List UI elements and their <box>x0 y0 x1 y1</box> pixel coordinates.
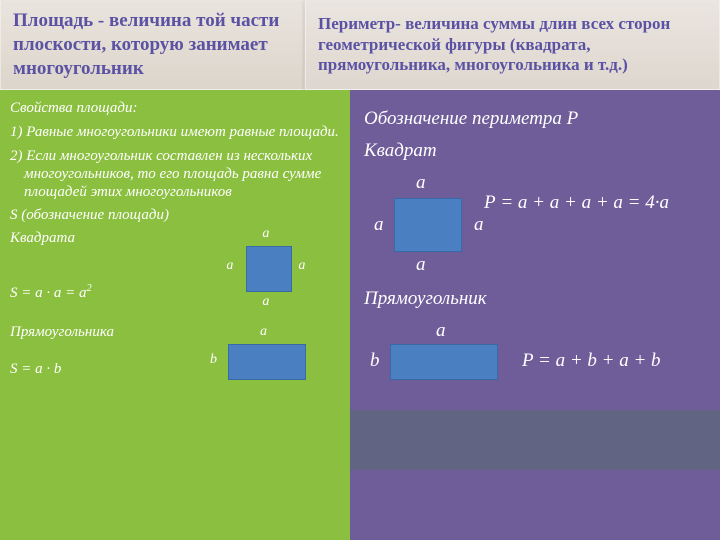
area-notation: S (обозначение площади) <box>10 207 340 224</box>
perimeter-notation: Обозначение периметра Р <box>364 108 708 130</box>
area-square-formula-text: S = a · a = a <box>10 285 87 301</box>
area-prop-2: 2) Если многоугольник составлен из неско… <box>10 147 340 201</box>
area-rect-formula: S = a · b <box>10 361 180 378</box>
p-rect-formula: P = a + b + a + b <box>522 350 661 372</box>
area-square-diagram: а а а а <box>194 224 340 314</box>
square-side-left: а <box>226 258 233 274</box>
area-props-heading: Свойства площади: <box>10 100 340 117</box>
area-square-row: Квадрата S = a · a = a2 а а а а <box>10 230 340 314</box>
p-square-formula: Р = а + а + а + а = 4·а <box>484 192 669 214</box>
p-square-shape <box>394 198 462 252</box>
perimeter-panel: Обозначение периметра Р Квадрат а а а Р … <box>350 90 720 540</box>
area-panel: Свойства площади: 1) Равные многоугольни… <box>0 90 350 540</box>
slide-root: Площадь - величина той части плоскости, … <box>0 0 720 540</box>
square-side-bottom: а <box>262 294 269 310</box>
header-area: Площадь - величина той части плоскости, … <box>0 0 305 90</box>
p-square-side-top: а <box>416 172 426 194</box>
rect-side-top: а <box>260 324 267 340</box>
header-perimeter: Периметр- величина суммы длин всех сторо… <box>305 0 720 90</box>
perimeter-rect-label: Прямоугольник <box>364 288 708 310</box>
area-rect-label: Прямоугольника <box>10 324 180 341</box>
area-prop-1: 1) Равные многоугольники имеют равные пл… <box>10 123 340 141</box>
rect-shape <box>228 344 306 380</box>
area-rect-row: Прямоугольника S = a · b а b <box>10 324 340 394</box>
area-square-formula: S = a · a = a2 <box>10 283 194 302</box>
square-side-right: а <box>298 258 305 274</box>
square-shape <box>246 246 292 292</box>
perimeter-title: Периметр- величина суммы длин всех сторо… <box>318 14 707 75</box>
p-rect-shape <box>390 344 498 380</box>
p-rect-side-left: b <box>370 350 380 372</box>
decorative-strip <box>350 410 720 470</box>
area-rect-diagram: а b <box>180 324 340 394</box>
square-side-top: а <box>262 226 269 242</box>
p-square-side-left: а <box>374 214 384 236</box>
rect-side-left: b <box>210 352 217 368</box>
p-square-side-right: а <box>474 214 484 236</box>
perimeter-rect-diagram: а b P = a + b + a + b <box>364 320 708 400</box>
area-title: Площадь - величина той части плоскости, … <box>13 9 292 80</box>
area-square-exp: 2 <box>87 283 92 294</box>
p-square-side-bottom: а <box>416 254 426 276</box>
area-square-label: Квадрата <box>10 230 194 247</box>
perimeter-square-diagram: а а а Р = а + а + а + а = 4·а а <box>364 168 708 288</box>
p-rect-side-top: а <box>436 320 446 342</box>
perimeter-square-label: Квадрат <box>364 140 708 162</box>
